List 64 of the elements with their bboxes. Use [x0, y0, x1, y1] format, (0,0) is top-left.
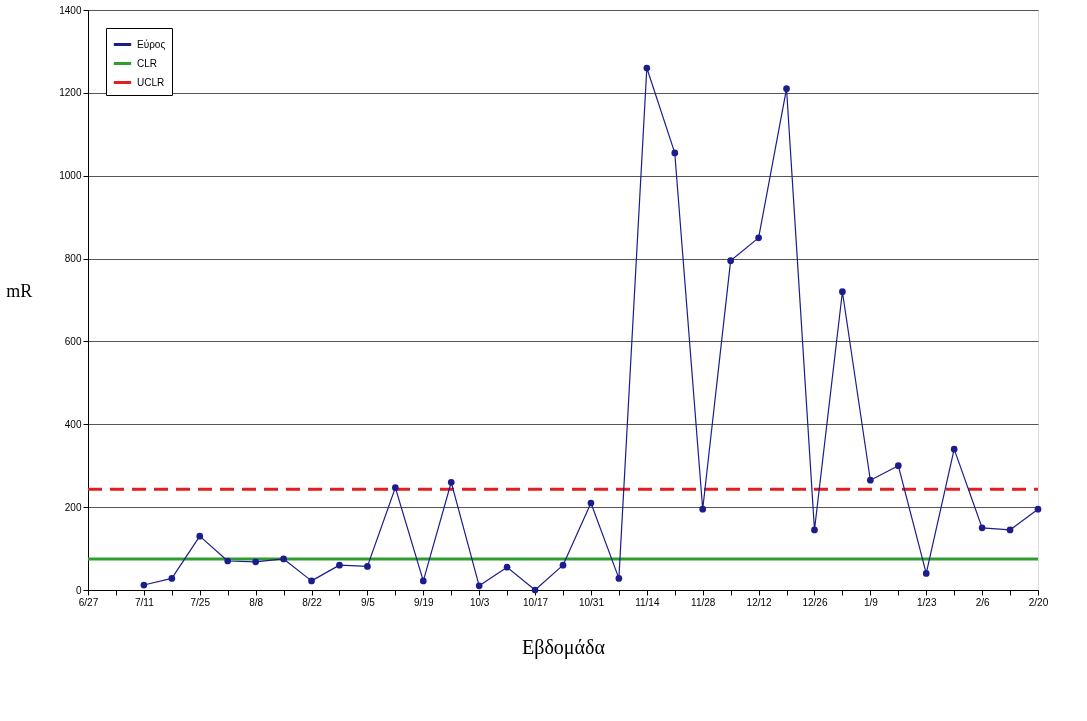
point: [419, 577, 427, 585]
point: [364, 563, 371, 570]
point: [922, 570, 930, 577]
x-tick-label: 1/23: [917, 596, 937, 608]
y-tick-label: 1000: [59, 170, 82, 182]
point: [559, 561, 567, 569]
point: [867, 476, 874, 484]
x-tick-label: 10/3: [469, 596, 490, 608]
point: [252, 558, 259, 566]
legend-label: UCLR: [137, 76, 165, 88]
x-tick-label: 10/17: [523, 596, 549, 608]
point: [587, 499, 595, 507]
x-tick-label: 12/12: [746, 596, 773, 608]
point: [224, 557, 232, 565]
y-tick-label: 400: [64, 418, 82, 430]
point: [755, 234, 762, 242]
point: [336, 561, 343, 569]
x-tick-label: 11/14: [635, 596, 660, 608]
point: [811, 526, 818, 534]
point: [475, 582, 483, 590]
x-tick-label: 8/8: [249, 596, 264, 608]
point: [615, 575, 623, 582]
point: [783, 85, 790, 93]
point: [1034, 505, 1042, 513]
x-tick-label: 2/20: [1028, 596, 1049, 608]
point: [280, 555, 287, 563]
point: [894, 462, 902, 470]
x-tick-label: 8/22: [302, 596, 323, 608]
legend-label: CLR: [137, 57, 158, 69]
y-tick-label: 1400: [59, 4, 82, 16]
y-tick-label: 200: [64, 501, 82, 513]
legend-label: Εύρος: [137, 38, 166, 50]
x-tick-label: 11/28: [691, 596, 716, 608]
x-tick-label: 6/27: [78, 596, 99, 608]
point: [531, 586, 539, 594]
point: [978, 524, 986, 532]
x-tick-label: 9/5: [360, 596, 376, 608]
point: [1006, 526, 1014, 534]
point: [950, 445, 958, 453]
point: [447, 478, 455, 486]
point: [699, 505, 707, 513]
x-tick-label: 1/9: [863, 596, 879, 608]
y-tick-label: 0: [75, 584, 82, 596]
y-axis-title: mR: [6, 280, 33, 301]
point: [839, 288, 846, 296]
y-tick-label: 1200: [59, 87, 82, 99]
point: [643, 64, 651, 72]
x-axis-title: Εβδομάδα: [522, 635, 606, 659]
point: [140, 581, 148, 589]
x-tick-label: 9/19: [414, 596, 434, 608]
point: [196, 532, 204, 540]
x-tick-label: 12/26: [802, 596, 828, 608]
y-tick-label: 800: [64, 253, 82, 265]
y-tick-label: 600: [64, 335, 82, 347]
x-tick-label: 7/11: [135, 596, 155, 608]
point: [168, 575, 176, 582]
point: [392, 484, 399, 492]
point: [671, 149, 679, 157]
point: [727, 257, 734, 264]
point: [308, 577, 315, 585]
point: [503, 563, 511, 571]
x-tick-label: 2/6: [975, 596, 990, 608]
x-tick-label: 7/25: [190, 596, 211, 608]
x-tick-label: 10/31: [578, 596, 605, 608]
